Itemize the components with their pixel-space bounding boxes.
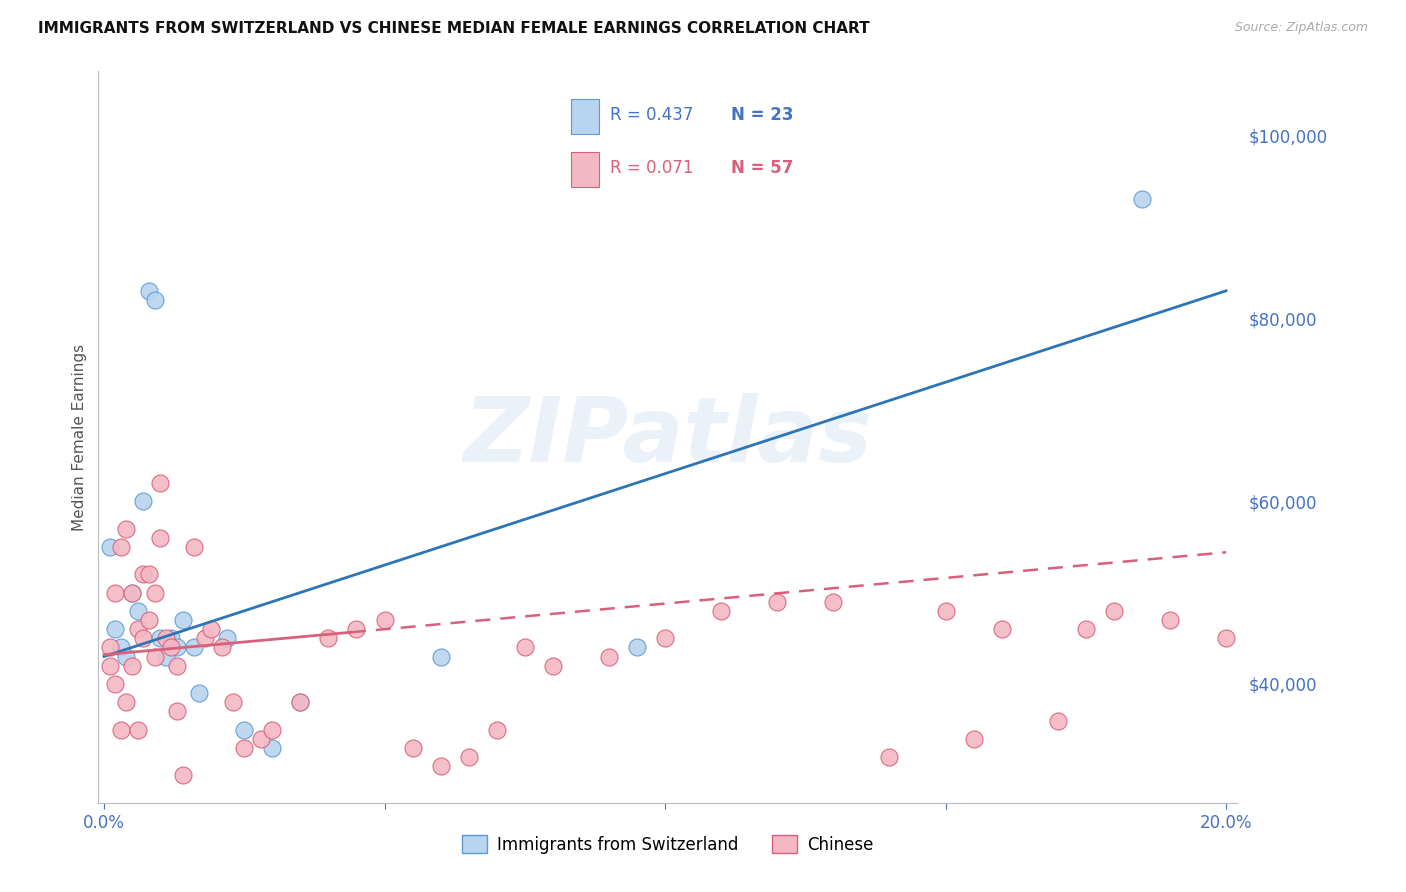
- Point: [183, 640, 205, 655]
- Text: N = 23: N = 23: [731, 106, 793, 124]
- Point: [132, 567, 155, 582]
- Point: [200, 622, 222, 636]
- Point: [766, 594, 789, 608]
- Point: [318, 632, 340, 646]
- Point: [485, 723, 508, 737]
- Point: [160, 632, 183, 646]
- Point: [373, 613, 395, 627]
- Point: [626, 640, 648, 655]
- Point: [346, 622, 368, 636]
- Point: [211, 640, 233, 655]
- Point: [194, 632, 217, 646]
- Point: [138, 284, 160, 298]
- Point: [429, 649, 451, 664]
- Point: [143, 293, 166, 307]
- Point: [121, 585, 143, 599]
- Point: [98, 658, 121, 673]
- Point: [115, 521, 138, 535]
- Point: [121, 585, 143, 599]
- Point: [121, 658, 143, 673]
- Point: [183, 540, 205, 554]
- Point: [457, 750, 479, 764]
- Text: R = 0.071: R = 0.071: [610, 160, 693, 178]
- Point: [110, 640, 132, 655]
- Point: [654, 632, 676, 646]
- Point: [132, 494, 155, 508]
- Point: [1130, 192, 1153, 206]
- Point: [541, 658, 564, 673]
- Point: [1159, 613, 1181, 627]
- Point: [290, 695, 312, 709]
- Point: [962, 731, 984, 746]
- Point: [233, 740, 256, 755]
- Point: [879, 750, 901, 764]
- Point: [149, 475, 172, 490]
- Point: [155, 632, 177, 646]
- Point: [990, 622, 1012, 636]
- Point: [98, 540, 121, 554]
- Text: ZIPatlas: ZIPatlas: [464, 393, 872, 481]
- Point: [1074, 622, 1097, 636]
- Point: [250, 731, 273, 746]
- Point: [1102, 604, 1125, 618]
- Point: [104, 585, 127, 599]
- Point: [149, 531, 172, 545]
- Point: [429, 759, 451, 773]
- Point: [132, 632, 155, 646]
- Point: [262, 740, 284, 755]
- Point: [222, 695, 245, 709]
- Point: [110, 723, 132, 737]
- Point: [188, 686, 211, 700]
- Point: [172, 768, 194, 782]
- Legend: Immigrants from Switzerland, Chinese: Immigrants from Switzerland, Chinese: [456, 829, 880, 860]
- Text: N = 57: N = 57: [731, 160, 793, 178]
- Point: [513, 640, 536, 655]
- Point: [110, 540, 132, 554]
- Point: [166, 658, 188, 673]
- Point: [160, 640, 183, 655]
- Point: [127, 622, 149, 636]
- Point: [290, 695, 312, 709]
- Point: [1046, 714, 1069, 728]
- Text: R = 0.437: R = 0.437: [610, 106, 693, 124]
- Point: [115, 695, 138, 709]
- Point: [143, 585, 166, 599]
- Point: [823, 594, 845, 608]
- Point: [104, 622, 127, 636]
- Point: [598, 649, 620, 664]
- Point: [233, 723, 256, 737]
- Point: [149, 632, 172, 646]
- Point: [262, 723, 284, 737]
- Point: [127, 723, 149, 737]
- Bar: [571, 99, 599, 134]
- Point: [710, 604, 733, 618]
- Point: [143, 649, 166, 664]
- Point: [935, 604, 957, 618]
- Point: [166, 640, 188, 655]
- Point: [127, 604, 149, 618]
- Point: [115, 649, 138, 664]
- Text: Source: ZipAtlas.com: Source: ZipAtlas.com: [1234, 21, 1368, 35]
- Point: [217, 632, 239, 646]
- Text: IMMIGRANTS FROM SWITZERLAND VS CHINESE MEDIAN FEMALE EARNINGS CORRELATION CHART: IMMIGRANTS FROM SWITZERLAND VS CHINESE M…: [38, 21, 869, 37]
- Point: [401, 740, 423, 755]
- Point: [138, 567, 160, 582]
- Point: [98, 640, 121, 655]
- Point: [1215, 632, 1237, 646]
- Point: [172, 613, 194, 627]
- Point: [155, 649, 177, 664]
- Point: [104, 677, 127, 691]
- Y-axis label: Median Female Earnings: Median Female Earnings: [72, 343, 87, 531]
- Point: [138, 613, 160, 627]
- Bar: [571, 153, 599, 187]
- Point: [166, 705, 188, 719]
